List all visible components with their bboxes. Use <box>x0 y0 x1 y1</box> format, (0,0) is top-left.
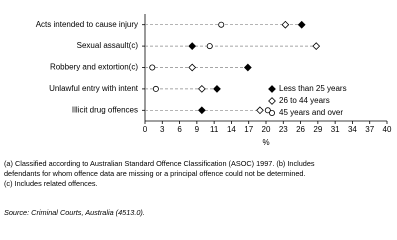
dot <box>243 63 252 72</box>
x-tick-label: 29 <box>313 125 322 134</box>
category-label: Illicit drug offences <box>72 105 138 114</box>
footnote: defendants for whom offence data are mis… <box>4 169 306 178</box>
x-tick-label: 26 <box>296 125 305 134</box>
x-tick-label: 14 <box>227 125 236 134</box>
source: Source: Criminal Courts, Australia (4513… <box>4 208 145 217</box>
dot <box>213 85 221 93</box>
category-label: Robbery and extortion(c) <box>50 63 138 72</box>
legend-label: Less than 25 years <box>279 84 347 93</box>
dot <box>198 85 206 93</box>
x-tick-label: 9 <box>195 125 200 134</box>
category-label: Sexual assault(c) <box>77 41 139 50</box>
legend-label: 26 to 44 years <box>279 96 330 105</box>
dot <box>188 42 197 50</box>
x-tick-label: 0 <box>143 125 148 134</box>
dot <box>206 43 213 50</box>
category-label: Acts intended to cause injury <box>36 20 138 29</box>
category-label: Unlawful entry with intent <box>49 84 139 93</box>
dot <box>256 106 264 115</box>
dot <box>281 20 290 29</box>
legend-label: 45 years and over <box>279 108 343 117</box>
x-tick-label: 11 <box>210 125 219 134</box>
x-tick-label: 20 <box>262 125 271 134</box>
legend-marker <box>268 110 275 117</box>
x-tick-label: 31 <box>331 125 340 134</box>
dot <box>264 107 271 114</box>
legend-marker <box>268 97 276 105</box>
x-axis-label: % <box>262 138 269 147</box>
x-tick-label: 6 <box>177 125 182 134</box>
legend-marker <box>268 85 276 93</box>
footnote: (c) Includes related offences. <box>4 179 98 188</box>
page: 0 3 6 9 11 14 17 20 23 26 29 31 34 37 40% Acts intended… <box>4 14 392 217</box>
x-tick-label: 17 <box>244 125 253 134</box>
x-tick-label: 37 <box>365 125 374 134</box>
chart: 0 3 6 9 11 14 17 20 23 26 29 31 34 37 40% Acts intended… <box>4 14 392 217</box>
dot <box>297 20 306 29</box>
x-tick-label: 34 <box>348 125 357 134</box>
x-tick-label: 23 <box>279 125 288 134</box>
dot <box>188 63 197 72</box>
dot <box>312 42 321 50</box>
dot <box>152 85 159 92</box>
dot <box>218 21 225 28</box>
footnote: (a) Classified according to Australian S… <box>4 159 315 168</box>
x-tick-label: 40 <box>383 125 392 134</box>
x-tick-label: 3 <box>160 125 165 134</box>
dot <box>149 64 156 71</box>
dot <box>198 106 206 115</box>
